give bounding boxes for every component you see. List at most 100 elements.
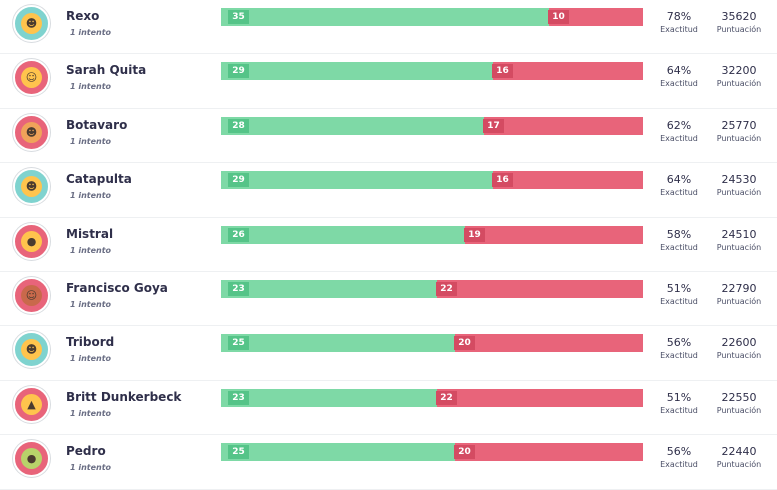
answer-bar: 35 10 xyxy=(221,8,643,26)
correct-segment: 29 xyxy=(221,171,493,190)
player-name: Rexo xyxy=(66,9,100,23)
correct-segment: 23 xyxy=(221,280,437,298)
incorrect-segment: 22 xyxy=(436,388,643,407)
leaderboard-row[interactable]: ☻ Tribord 1 intento 25 20 56% Exactitud … xyxy=(0,326,777,381)
accuracy-stat: 62% Exactitud xyxy=(647,119,711,144)
accuracy-value: 62% xyxy=(666,118,692,132)
correct-count: 23 xyxy=(228,282,249,296)
avatar-face: ☻ xyxy=(21,121,42,143)
leaderboard-row[interactable]: ▲ Britt Dunkerbeck 1 intento 23 22 51% E… xyxy=(0,381,777,436)
incorrect-count: 20 xyxy=(454,336,475,351)
attempt-count: 1 intento xyxy=(70,463,112,473)
correct-segment: 28 xyxy=(221,116,484,135)
avatar-face: ☻ xyxy=(21,13,42,34)
leaderboard-row[interactable]: ● Pedro 1 intento 25 20 56% Exactitud 22… xyxy=(0,435,777,490)
answer-bar: 25 20 xyxy=(221,443,643,462)
score-label: Puntuación xyxy=(716,79,762,89)
player-name: Botavaro xyxy=(66,117,128,132)
accuracy-label: Exactitud xyxy=(660,133,698,143)
score-stat: 24530 Puntuación xyxy=(707,173,771,198)
score-stat: 25770 Puntuación xyxy=(707,119,771,144)
accuracy-stat: 64% Exactitud xyxy=(647,173,711,198)
accuracy-label: Exactitud xyxy=(660,79,698,89)
correct-segment: 23 xyxy=(221,388,437,407)
accuracy-value: 78% xyxy=(666,10,692,23)
accuracy-value: 64% xyxy=(666,64,692,78)
leaderboard-row[interactable]: ☺ Sarah Quita 1 intento 29 16 64% Exacti… xyxy=(0,54,777,109)
score-stat: 22790 Puntuación xyxy=(707,282,771,307)
avatar-face: ▲ xyxy=(21,393,42,415)
accuracy-label: Exactitud xyxy=(660,25,698,34)
avatar-face: ☺ xyxy=(21,285,42,306)
incorrect-segment: 16 xyxy=(492,171,643,190)
score-label: Puntuación xyxy=(716,405,762,415)
player-name: Francisco Goya xyxy=(66,281,168,295)
incorrect-segment: 20 xyxy=(454,334,643,353)
player-name: Britt Dunkerbeck xyxy=(66,389,182,404)
score-value: 35620 xyxy=(721,10,757,23)
correct-segment: 26 xyxy=(221,225,465,244)
accuracy-value: 56% xyxy=(666,445,692,459)
accuracy-label: Exactitud xyxy=(660,351,698,361)
rainbow-monster-icon: ☻ xyxy=(13,5,50,42)
incorrect-count: 22 xyxy=(436,390,457,405)
correct-segment: 35 xyxy=(221,8,549,26)
attempt-count: 1 intento xyxy=(70,300,112,309)
avatar-glyph: ☻ xyxy=(25,125,38,139)
incorrect-segment: 10 xyxy=(548,8,643,26)
accuracy-stat: 58% Exactitud xyxy=(647,228,711,253)
leaderboard-row[interactable]: ☻ Catapulta 1 intento 29 16 64% Exactitu… xyxy=(0,163,777,218)
score-label: Puntuación xyxy=(716,460,762,470)
incorrect-count: 19 xyxy=(464,227,485,242)
score-value: 24510 xyxy=(721,227,757,241)
leaderboard-row[interactable]: ☻ Botavaro 1 intento 28 17 62% Exactitud… xyxy=(0,109,777,164)
correct-count: 25 xyxy=(228,336,249,351)
score-value: 22600 xyxy=(721,336,757,350)
rainbow-monster-icon: ☻ xyxy=(13,168,50,206)
correct-count: 28 xyxy=(228,118,249,133)
score-label: Puntuación xyxy=(716,297,762,306)
avocado-monster-icon: ● xyxy=(13,440,50,478)
leaderboard-row[interactable]: ☻ Rexo 1 intento 35 10 78% Exactitud 356… xyxy=(0,0,777,55)
incorrect-count: 20 xyxy=(454,445,475,460)
avatar-glyph: ☻ xyxy=(25,180,38,194)
score-stat: 22440 Puntuación xyxy=(707,445,771,470)
incorrect-count: 22 xyxy=(436,282,457,296)
player-name: Pedro xyxy=(66,444,106,459)
accuracy-value: 56% xyxy=(666,336,692,350)
score-value: 25770 xyxy=(721,118,757,132)
player-name: Tribord xyxy=(66,335,115,350)
leaderboard-row[interactable]: ● Mistral 1 intento 26 19 58% Exactitud … xyxy=(0,218,777,272)
accuracy-value: 51% xyxy=(666,390,692,404)
player-name: Mistral xyxy=(66,226,114,241)
accuracy-stat: 56% Exactitud xyxy=(647,445,711,470)
accuracy-stat: 51% Exactitud xyxy=(647,282,711,307)
avatar-glyph: ● xyxy=(26,452,37,466)
score-value: 24530 xyxy=(721,173,757,187)
attempt-count: 1 intento xyxy=(70,82,112,92)
accuracy-value: 51% xyxy=(666,282,692,295)
answer-bar: 29 16 xyxy=(221,171,643,190)
score-value: 32200 xyxy=(721,64,757,78)
incorrect-segment: 22 xyxy=(436,280,643,298)
accuracy-stat: 78% Exactitud xyxy=(647,10,711,35)
incorrect-segment: 16 xyxy=(492,62,643,81)
answer-bar: 23 22 xyxy=(221,388,643,407)
avatar-face: ● xyxy=(21,230,42,252)
avatar-face: ☻ xyxy=(21,176,42,198)
correct-count: 29 xyxy=(228,173,249,188)
accuracy-label: Exactitud xyxy=(660,297,698,306)
score-stat: 22600 Puntuación xyxy=(707,336,771,361)
answer-bar: 29 16 xyxy=(221,62,643,81)
attempt-count: 1 intento xyxy=(70,136,112,146)
avatar-face: ☻ xyxy=(21,339,42,361)
player-name: Catapulta xyxy=(66,172,132,187)
accuracy-stat: 64% Exactitud xyxy=(647,64,711,89)
incorrect-count: 16 xyxy=(492,64,513,79)
incorrect-segment: 20 xyxy=(454,443,643,462)
leaderboard-row[interactable]: ☺ Francisco Goya 1 intento 23 22 51% Exa… xyxy=(0,272,777,327)
accuracy-stat: 51% Exactitud xyxy=(647,391,711,416)
avatar-glyph: ☺ xyxy=(25,289,38,302)
score-label: Puntuación xyxy=(716,242,762,252)
